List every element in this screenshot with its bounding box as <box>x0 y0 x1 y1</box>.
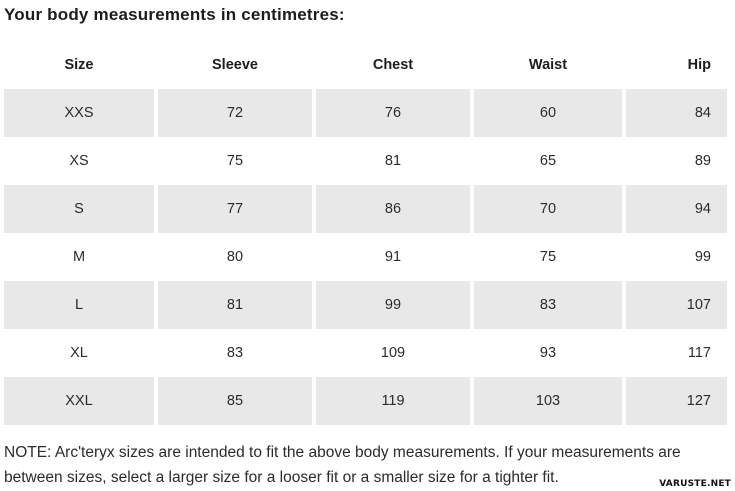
size-cell: L <box>4 281 154 329</box>
col-header-waist: Waist <box>528 57 568 73</box>
sleeve-cell: 85 <box>158 377 312 425</box>
size-cell: M <box>4 233 154 281</box>
hip-cell: 127 <box>626 377 727 425</box>
page-title: Your body measurements in centimetres: <box>4 5 345 24</box>
waist-cell: 70 <box>474 185 622 233</box>
col-header-sleeve: Sleeve <box>212 57 258 73</box>
col-header-hip: Hip <box>687 57 711 73</box>
waist-cell: 83 <box>474 281 622 329</box>
size-cell: S <box>4 185 154 233</box>
hip-cell: 89 <box>626 137 727 185</box>
chest-cell: 86 <box>316 185 470 233</box>
waist-cell: 65 <box>474 137 622 185</box>
chest-cell: 109 <box>316 329 470 377</box>
col-header-chest: Chest <box>372 57 414 73</box>
waist-cell: 75 <box>474 233 622 281</box>
size-cell: XXS <box>4 89 154 137</box>
table-row-xxs: XXS 72 76 60 84 <box>4 89 727 137</box>
chest-cell: 99 <box>316 281 470 329</box>
hip-cell: 84 <box>626 89 727 137</box>
hip-cell: 107 <box>626 281 727 329</box>
chest-cell: 119 <box>316 377 470 425</box>
table-row-s: S 77 86 70 94 <box>4 185 727 233</box>
table-row-xxl: XXL 85 119 103 127 <box>4 377 727 425</box>
sleeve-cell: 77 <box>158 185 312 233</box>
watermark: VARUSTE.NET <box>659 479 731 489</box>
table-header-row: Size Sleeve Chest Waist Hip <box>4 41 727 89</box>
sleeve-cell: 80 <box>158 233 312 281</box>
waist-cell: 103 <box>474 377 622 425</box>
table-row-xl: XL 83 109 93 117 <box>4 329 727 377</box>
hip-cell: 117 <box>626 329 727 377</box>
hip-cell: 99 <box>626 233 727 281</box>
table-row-l: L 81 99 83 107 <box>4 281 727 329</box>
col-header-size: Size <box>64 57 94 73</box>
sleeve-cell: 75 <box>158 137 312 185</box>
table-row-m: M 80 91 75 99 <box>4 233 727 281</box>
size-cell: XL <box>4 329 154 377</box>
chest-cell: 76 <box>316 89 470 137</box>
waist-cell: 60 <box>474 89 622 137</box>
sleeve-cell: 81 <box>158 281 312 329</box>
size-chart-table: Size Sleeve Chest Waist Hip XXS 72 76 60… <box>0 41 731 425</box>
hip-cell: 94 <box>626 185 727 233</box>
sleeve-cell: 83 <box>158 329 312 377</box>
size-cell: XS <box>4 137 154 185</box>
waist-cell: 93 <box>474 329 622 377</box>
sleeve-cell: 72 <box>158 89 312 137</box>
chest-cell: 91 <box>316 233 470 281</box>
note-text: NOTE: Arc'teryx sizes are intended to fi… <box>4 444 681 486</box>
table-row-xs: XS 75 81 65 89 <box>4 137 727 185</box>
size-cell: XXL <box>4 377 154 425</box>
chest-cell: 81 <box>316 137 470 185</box>
